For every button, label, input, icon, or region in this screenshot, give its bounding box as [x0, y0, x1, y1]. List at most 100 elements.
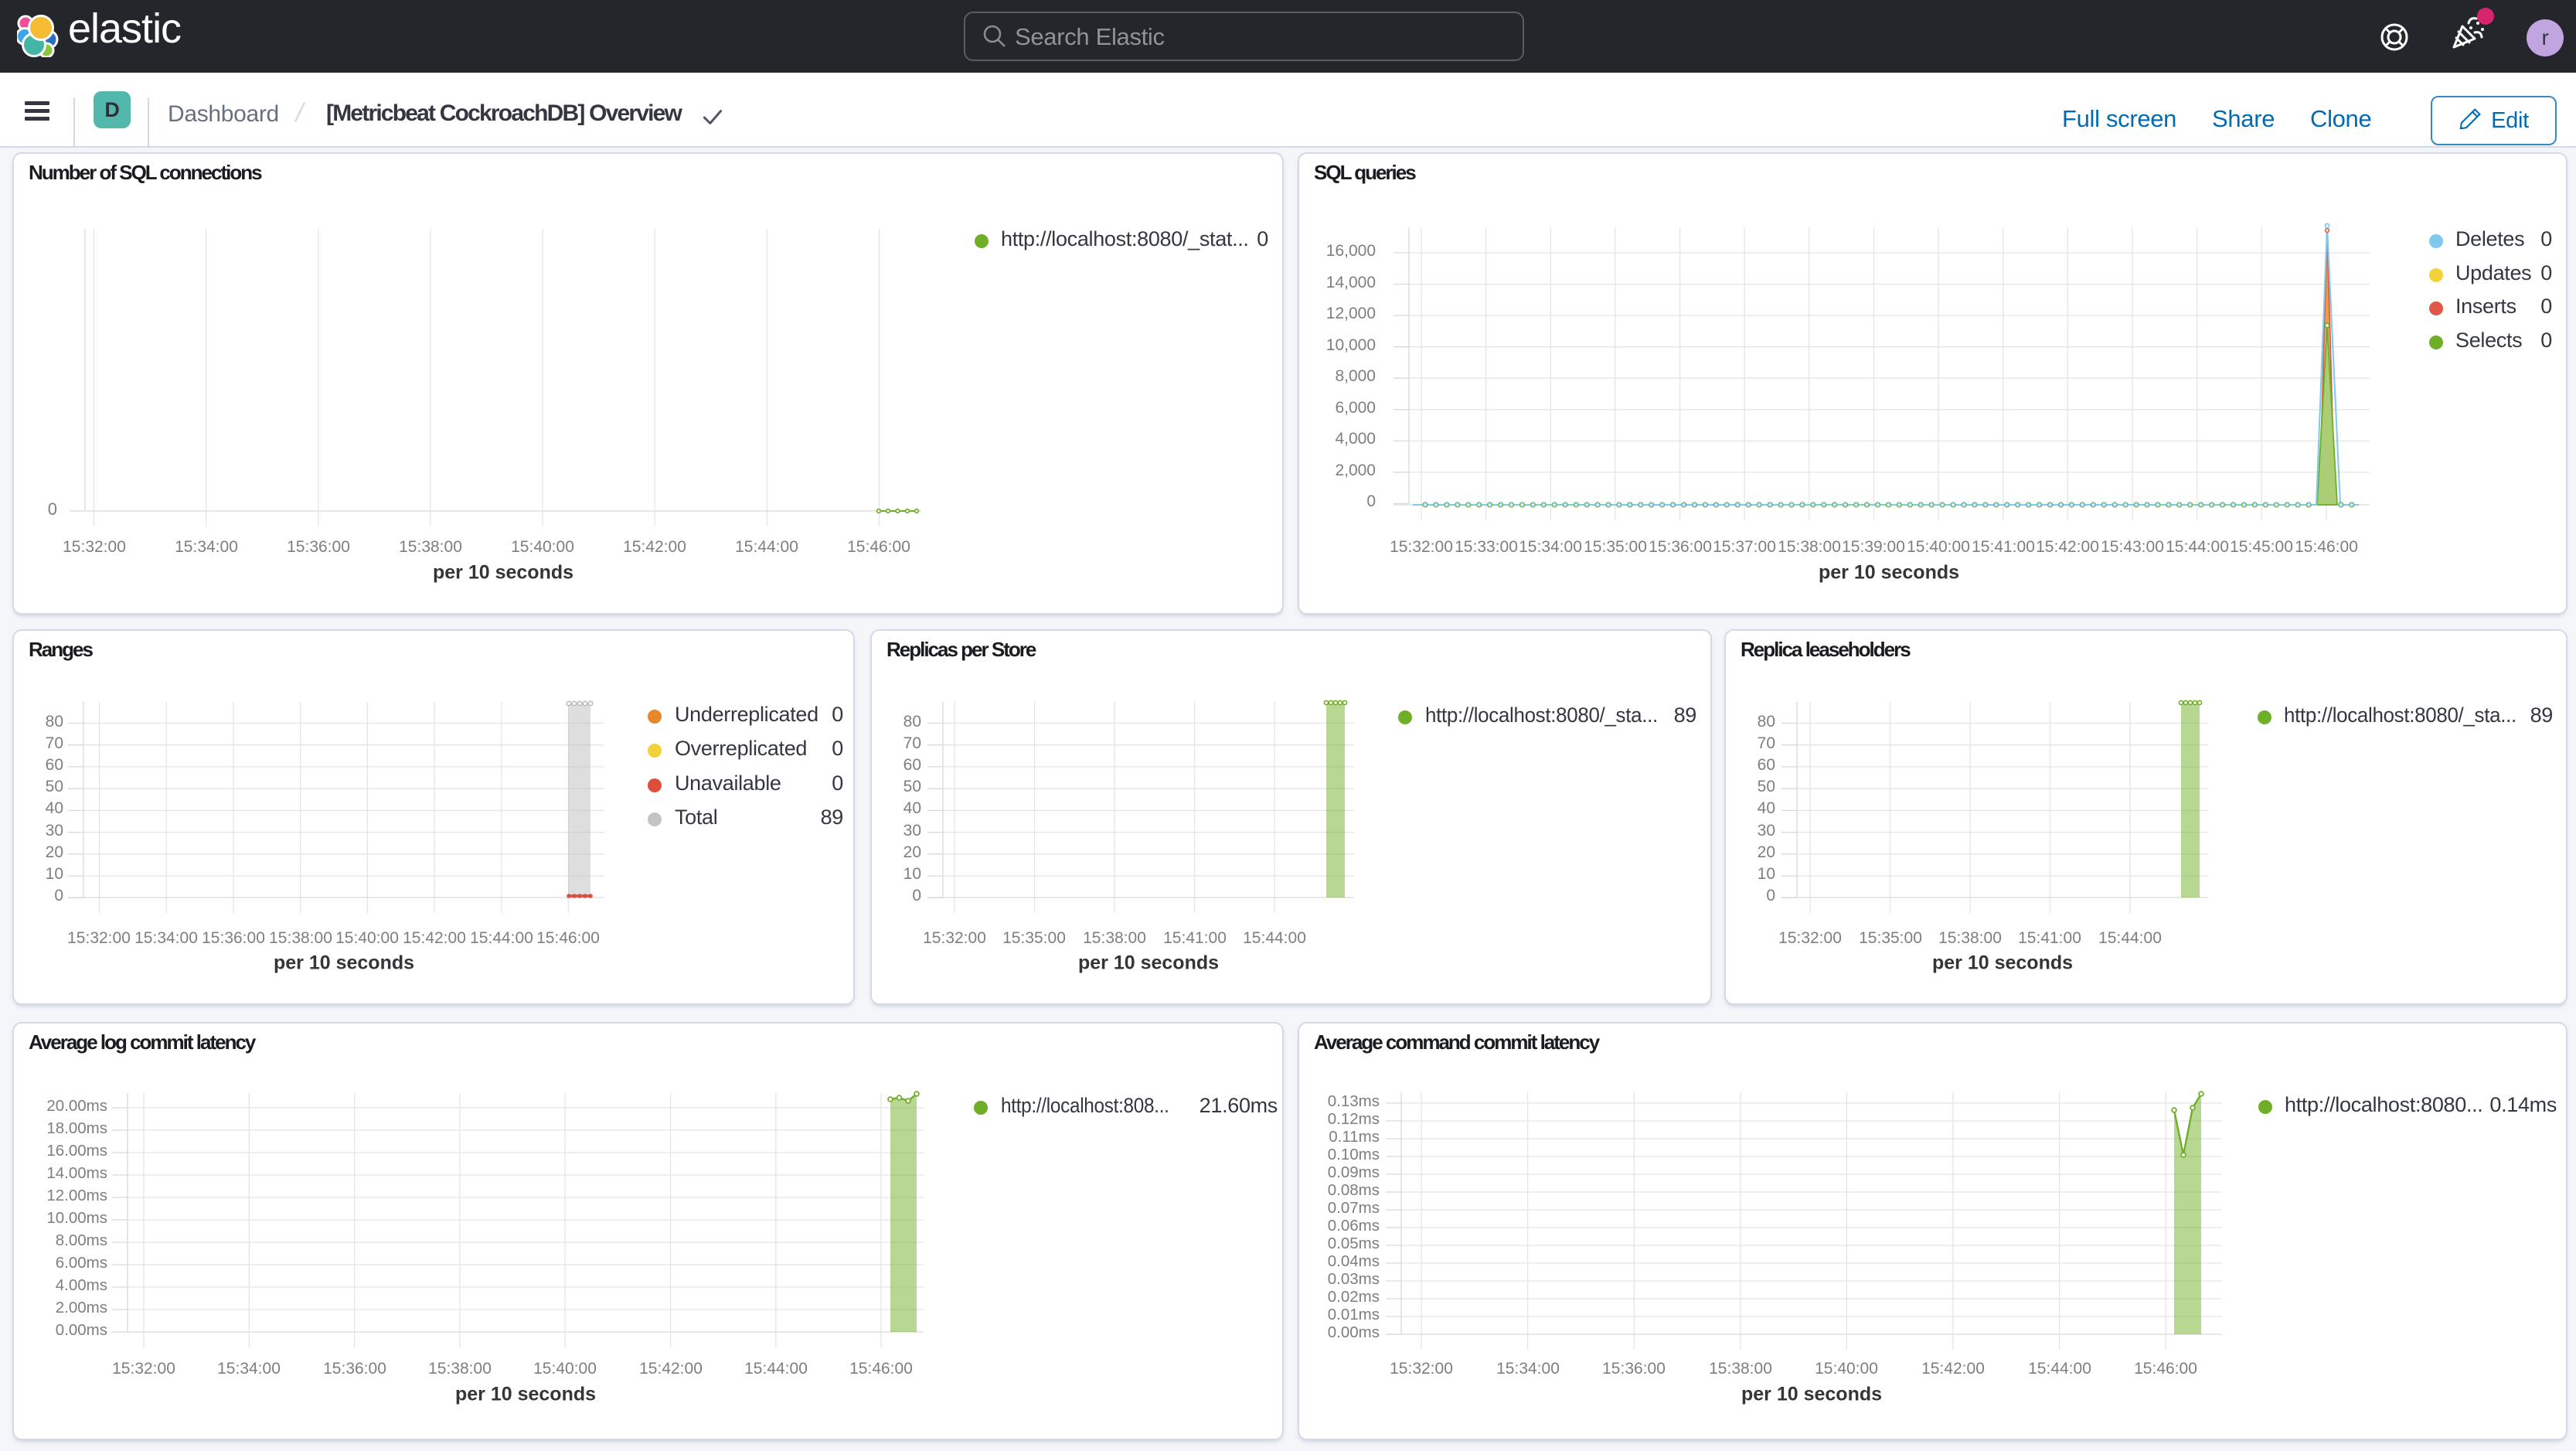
- svg-text:20: 20: [903, 843, 921, 861]
- svg-text:15:46:00: 15:46:00: [2295, 538, 2358, 556]
- svg-text:15:35:00: 15:35:00: [1002, 929, 1066, 947]
- svg-text:15:34:00: 15:34:00: [1496, 1360, 1560, 1378]
- svg-text:12,000: 12,000: [1326, 305, 1376, 322]
- svg-text:15:36:00: 15:36:00: [287, 538, 350, 556]
- svg-text:0: 0: [912, 887, 921, 904]
- svg-text:30: 30: [46, 822, 63, 840]
- svg-text:15:34:00: 15:34:00: [1519, 538, 1582, 556]
- svg-text:40: 40: [903, 799, 921, 817]
- svg-text:0.10ms: 0.10ms: [1328, 1146, 1380, 1163]
- svg-text:20.00ms: 20.00ms: [46, 1097, 107, 1115]
- svg-text:10: 10: [46, 865, 63, 883]
- svg-text:70: 70: [46, 734, 63, 752]
- svg-text:30: 30: [903, 822, 921, 840]
- svg-text:15:32:00: 15:32:00: [1778, 929, 1842, 947]
- svg-text:0.06ms: 0.06ms: [1328, 1217, 1380, 1235]
- svg-text:15:32:00: 15:32:00: [112, 1360, 175, 1378]
- svg-text:0.01ms: 0.01ms: [1328, 1306, 1380, 1323]
- svg-text:6,000: 6,000: [1335, 399, 1376, 417]
- svg-text:0.09ms: 0.09ms: [1328, 1163, 1380, 1181]
- svg-text:0: 0: [48, 499, 57, 519]
- svg-text:15:39:00: 15:39:00: [1842, 538, 1905, 556]
- svg-text:per 10 seconds: per 10 seconds: [274, 952, 414, 974]
- svg-text:15:38:00: 15:38:00: [1083, 929, 1146, 947]
- svg-text:60: 60: [1758, 756, 1775, 774]
- svg-text:15:32:00: 15:32:00: [63, 538, 126, 556]
- svg-text:15:36:00: 15:36:00: [1649, 538, 1712, 556]
- svg-text:15:42:00: 15:42:00: [1921, 1360, 1985, 1378]
- svg-text:15:38:00: 15:38:00: [269, 929, 332, 947]
- svg-text:50: 50: [903, 778, 921, 795]
- svg-text:15:42:00: 15:42:00: [2036, 538, 2099, 556]
- svg-text:8.00ms: 8.00ms: [56, 1231, 107, 1249]
- svg-text:80: 80: [903, 713, 921, 731]
- svg-text:10.00ms: 10.00ms: [46, 1209, 107, 1227]
- svg-text:15:46:00: 15:46:00: [847, 538, 910, 556]
- svg-text:15:44:00: 15:44:00: [1243, 929, 1306, 947]
- svg-text:0.00ms: 0.00ms: [1328, 1323, 1380, 1341]
- svg-text:40: 40: [46, 799, 63, 817]
- svg-text:15:35:00: 15:35:00: [1584, 538, 1647, 556]
- svg-text:15:36:00: 15:36:00: [1602, 1360, 1666, 1378]
- svg-text:15:40:00: 15:40:00: [1907, 538, 1970, 556]
- svg-text:15:44:00: 15:44:00: [2028, 1360, 2091, 1378]
- svg-text:15:34:00: 15:34:00: [217, 1360, 281, 1378]
- svg-text:30: 30: [1758, 822, 1775, 840]
- svg-text:15:35:00: 15:35:00: [1859, 929, 1922, 947]
- svg-text:15:40:00: 15:40:00: [511, 538, 574, 556]
- svg-text:16.00ms: 16.00ms: [46, 1142, 107, 1160]
- svg-text:per 10 seconds: per 10 seconds: [433, 562, 573, 584]
- svg-text:0: 0: [54, 887, 63, 904]
- svg-text:2.00ms: 2.00ms: [56, 1299, 107, 1316]
- svg-text:15:41:00: 15:41:00: [1163, 929, 1227, 947]
- svg-text:15:42:00: 15:42:00: [403, 929, 466, 947]
- svg-text:per 10 seconds: per 10 seconds: [1819, 562, 1959, 584]
- svg-text:8,000: 8,000: [1335, 367, 1376, 385]
- svg-text:80: 80: [1758, 713, 1775, 731]
- svg-text:6.00ms: 6.00ms: [56, 1254, 107, 1272]
- svg-text:4,000: 4,000: [1335, 430, 1376, 448]
- svg-text:15:38:00: 15:38:00: [1938, 929, 2002, 947]
- svg-text:15:41:00: 15:41:00: [1972, 538, 2035, 556]
- svg-text:16,000: 16,000: [1326, 242, 1376, 260]
- svg-text:15:42:00: 15:42:00: [639, 1360, 703, 1378]
- svg-text:15:38:00: 15:38:00: [1778, 538, 1841, 556]
- svg-text:0.03ms: 0.03ms: [1328, 1270, 1380, 1288]
- svg-text:50: 50: [1758, 778, 1775, 795]
- svg-text:per 10 seconds: per 10 seconds: [1078, 952, 1219, 974]
- svg-text:15:33:00: 15:33:00: [1455, 538, 1518, 556]
- svg-text:15:34:00: 15:34:00: [175, 538, 238, 556]
- svg-text:15:44:00: 15:44:00: [2098, 929, 2162, 947]
- svg-text:70: 70: [903, 734, 921, 752]
- svg-text:50: 50: [46, 778, 63, 795]
- svg-text:15:34:00: 15:34:00: [134, 929, 198, 947]
- svg-text:0.08ms: 0.08ms: [1328, 1181, 1380, 1199]
- svg-text:0.07ms: 0.07ms: [1328, 1199, 1380, 1217]
- svg-text:15:44:00: 15:44:00: [735, 538, 798, 556]
- svg-text:per 10 seconds: per 10 seconds: [455, 1384, 596, 1405]
- svg-text:0.05ms: 0.05ms: [1328, 1235, 1380, 1252]
- svg-text:15:46:00: 15:46:00: [536, 929, 600, 947]
- svg-text:15:44:00: 15:44:00: [2166, 538, 2229, 556]
- svg-text:10: 10: [1758, 865, 1775, 883]
- svg-text:15:44:00: 15:44:00: [470, 929, 533, 947]
- svg-text:per 10 seconds: per 10 seconds: [1741, 1384, 1882, 1405]
- svg-text:15:32:00: 15:32:00: [923, 929, 986, 947]
- svg-text:15:38:00: 15:38:00: [1709, 1360, 1772, 1378]
- svg-text:0.11ms: 0.11ms: [1329, 1128, 1380, 1146]
- svg-text:60: 60: [46, 756, 63, 774]
- svg-text:15:36:00: 15:36:00: [202, 929, 265, 947]
- svg-text:15:32:00: 15:32:00: [1390, 1360, 1453, 1378]
- svg-text:70: 70: [1758, 734, 1775, 752]
- svg-text:15:45:00: 15:45:00: [2230, 538, 2293, 556]
- svg-text:10,000: 10,000: [1326, 336, 1376, 354]
- svg-text:15:38:00: 15:38:00: [399, 538, 462, 556]
- svg-text:15:41:00: 15:41:00: [2018, 929, 2081, 947]
- svg-text:20: 20: [46, 843, 63, 861]
- svg-text:14.00ms: 14.00ms: [46, 1164, 107, 1182]
- svg-text:15:40:00: 15:40:00: [533, 1360, 597, 1378]
- svg-text:18.00ms: 18.00ms: [46, 1119, 107, 1137]
- svg-text:15:38:00: 15:38:00: [428, 1360, 492, 1378]
- svg-text:40: 40: [1758, 799, 1775, 817]
- svg-text:15:36:00: 15:36:00: [323, 1360, 386, 1378]
